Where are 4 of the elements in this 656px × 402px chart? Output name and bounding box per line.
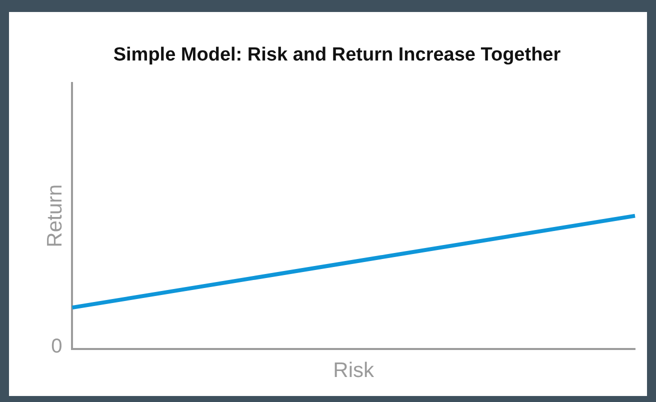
- y-axis-title: Return: [43, 184, 66, 248]
- chart-title: Simple Model: Risk and Return Increase Together: [113, 44, 562, 66]
- annotation: 0: [51, 335, 62, 358]
- x-axis-title: Risk: [333, 359, 375, 382]
